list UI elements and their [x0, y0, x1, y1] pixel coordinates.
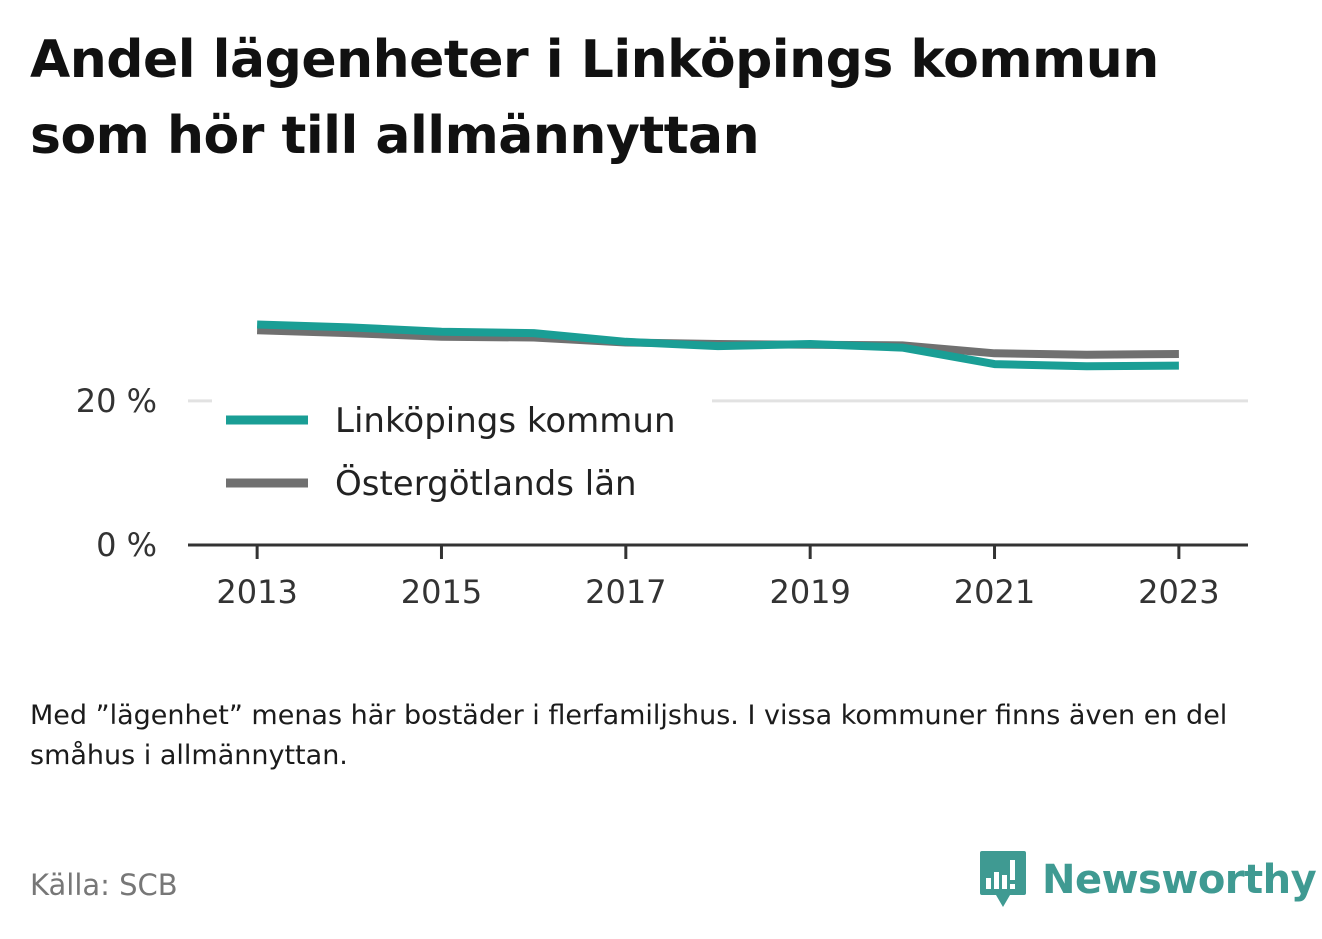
x-tick-label: 2015 [401, 573, 482, 611]
chart-title: Andel lägenheter i Linköpings kommun som… [30, 30, 1159, 166]
legend-label-1: Östergötlands län [335, 463, 637, 504]
source-label: Källa: SCB [30, 868, 178, 902]
x-tick-label: 2019 [769, 573, 850, 611]
chart-note: Med ”lägenhet” menas här bostäder i fler… [30, 700, 1228, 771]
bar-chart-speech-bubble-icon [980, 851, 1026, 907]
x-tick-label: 2013 [216, 573, 297, 611]
x-tick-label: 2017 [585, 573, 666, 611]
line-chart: 0 % 20 % 2013 2015 2017 2019 2021 2023 Linköpin… [76, 320, 1248, 611]
brand-name: Newsworthy [1042, 857, 1317, 903]
newsworthy-logo[interactable]: Newsworthy [978, 848, 1317, 912]
legend-background [212, 392, 712, 518]
series-line-0 [256, 320, 1179, 371]
legend-label-0: Linköpings kommun [335, 401, 676, 441]
series-layer [256, 320, 1179, 371]
y-tick-label: 0 % [96, 526, 157, 564]
legend: Linköpings kommun Östergötlands län [212, 392, 712, 518]
x-tick-label: 2023 [1138, 573, 1219, 611]
x-tick-label: 2021 [954, 573, 1035, 611]
axis-layer: 0 % 20 % 2013 2015 2017 2019 2021 2023 [76, 382, 1248, 611]
y-tick-label: 20 % [76, 382, 157, 420]
